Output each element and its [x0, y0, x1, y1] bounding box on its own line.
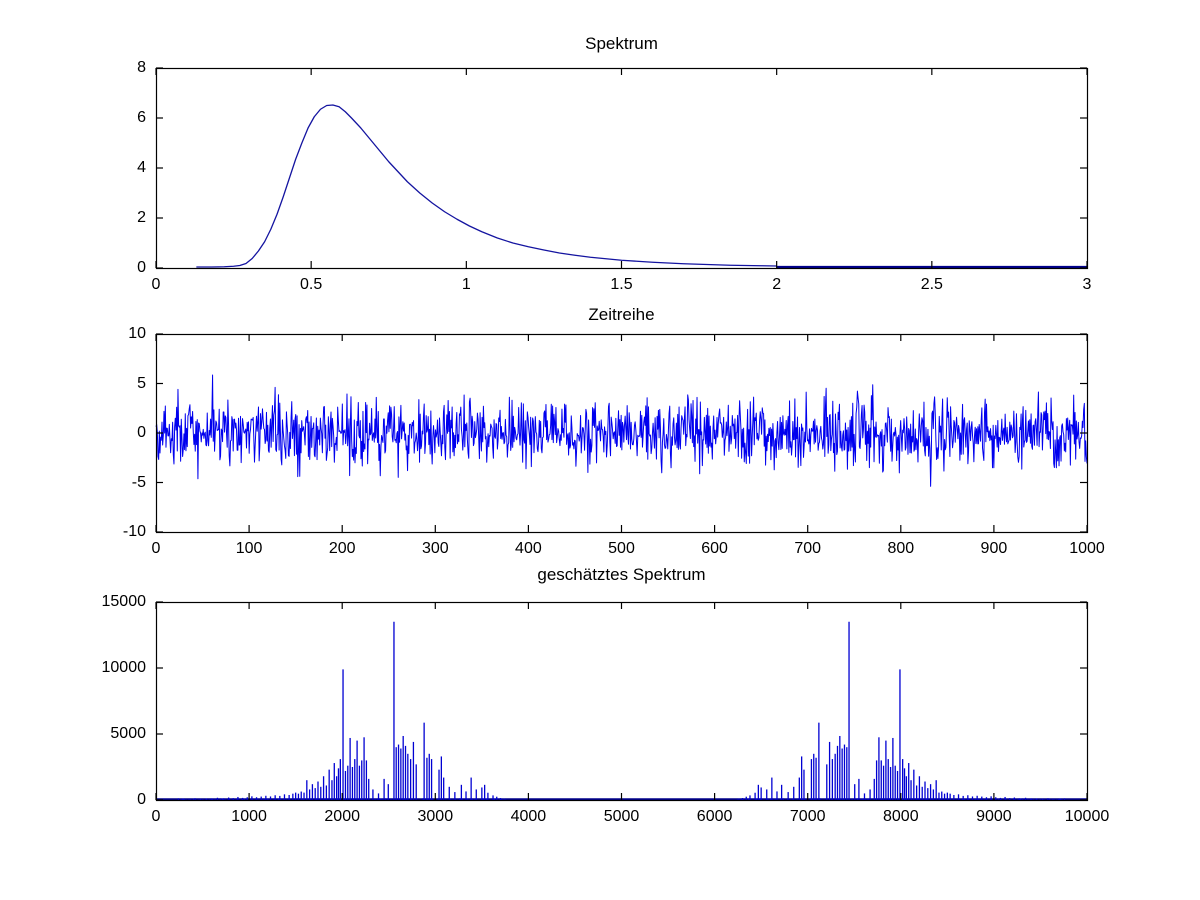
plot-title-zeitreihe: Zeitreihe	[588, 305, 655, 324]
x-tick-label: 500	[608, 540, 635, 557]
y-tick-label: -5	[131, 473, 146, 491]
x-tick-label: 7000	[789, 808, 826, 825]
y-tick-label: 4	[137, 159, 146, 176]
y-tick-label: 8	[137, 59, 146, 76]
x-tick-label: 2000	[324, 808, 360, 825]
x-tick-label: 0	[151, 808, 161, 825]
x-tick-label: 900	[980, 540, 1008, 557]
plot-title-spektrum: Spektrum	[585, 34, 658, 53]
x-tick-label: 10000	[1064, 808, 1110, 825]
x-tick-label: 9000	[976, 808, 1012, 825]
y-tick-label: 2	[137, 209, 146, 226]
x-tick-label: 700	[794, 540, 822, 557]
x-tick-label: 2.5	[920, 276, 943, 293]
x-tick-label: 800	[887, 540, 915, 557]
x-tick-label: 1000	[1069, 540, 1105, 557]
y-tick-label: 10	[128, 325, 146, 342]
x-tick-label: 4000	[510, 808, 547, 825]
y-tick-label: 6	[137, 109, 146, 126]
y-tick-label: -10	[122, 523, 146, 540]
x-tick-label: 200	[328, 540, 356, 557]
x-tick-label: 300	[421, 540, 449, 557]
plot-title-geschaetztes-spektrum: geschätztes Spektrum	[537, 565, 706, 584]
y-tick-label: 0	[137, 791, 146, 808]
x-tick-label: 6000	[696, 808, 733, 825]
x-tick-label: 8000	[883, 808, 919, 825]
x-tick-label: 1000	[231, 808, 267, 825]
x-tick-label: 2	[772, 276, 782, 293]
x-tick-label: 3	[1082, 276, 1092, 293]
x-tick-label: 600	[701, 540, 728, 557]
x-tick-label: 0	[151, 276, 161, 293]
x-tick-label: 400	[515, 540, 542, 557]
y-tick-label: 5000	[110, 725, 146, 742]
y-tick-label: 5	[137, 374, 146, 392]
x-tick-label: 100	[235, 540, 263, 557]
x-tick-label: 3000	[417, 808, 454, 825]
x-tick-label: 5000	[603, 808, 640, 825]
x-tick-label: 0	[151, 540, 161, 557]
x-tick-label: 1	[461, 276, 471, 293]
x-tick-label: 1.5	[610, 276, 633, 293]
y-tick-label: 10000	[101, 659, 147, 676]
y-tick-label: 0	[137, 424, 146, 441]
y-tick-label: 0	[137, 259, 146, 276]
y-tick-label: 15000	[101, 593, 147, 610]
x-tick-label: 0.5	[300, 276, 323, 293]
